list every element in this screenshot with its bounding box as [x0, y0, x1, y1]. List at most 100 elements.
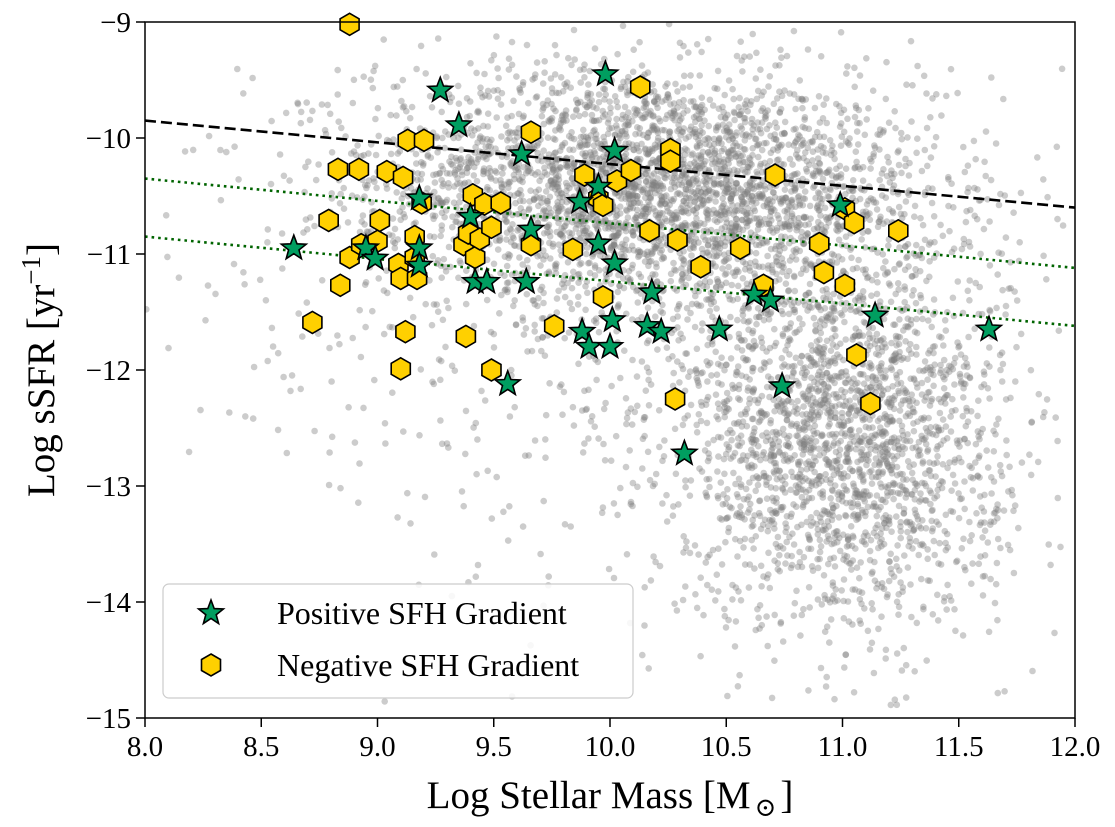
background-point [448, 94, 456, 101]
background-point [675, 112, 683, 119]
background-point [662, 115, 669, 123]
background-point [555, 176, 563, 183]
background-point [607, 104, 614, 112]
background-point [864, 273, 872, 281]
background-point [733, 180, 740, 187]
background-point [765, 220, 773, 227]
background-point [584, 91, 591, 99]
background-point [455, 134, 462, 142]
background-point [481, 70, 488, 78]
background-point [620, 190, 628, 197]
background-point [689, 176, 697, 183]
background-point [456, 156, 464, 163]
background-point [741, 266, 749, 273]
background-point [719, 121, 727, 128]
background-point [419, 162, 427, 169]
background-point [958, 245, 966, 253]
background-point [955, 514, 963, 522]
background-point [887, 364, 895, 372]
background-point [558, 198, 566, 206]
background-point [879, 373, 886, 381]
background-point [691, 159, 698, 166]
background-point [960, 240, 968, 248]
background-point [679, 84, 687, 91]
background-point [572, 225, 580, 232]
background-point [771, 131, 778, 138]
background-point [960, 394, 967, 401]
background-point [669, 512, 677, 519]
background-point [484, 170, 491, 177]
background-point [585, 136, 592, 144]
background-point [671, 215, 679, 222]
background-point [687, 237, 694, 245]
background-point [979, 534, 986, 541]
background-point [745, 342, 753, 350]
background-point [738, 108, 745, 115]
background-point [838, 255, 846, 263]
background-point [904, 458, 912, 465]
background-point [975, 397, 982, 405]
background-point [905, 263, 912, 270]
background-point [617, 243, 624, 251]
background-point [601, 138, 608, 145]
background-point [513, 73, 520, 80]
background-point [437, 417, 444, 424]
background-point [562, 222, 569, 230]
background-point [747, 229, 755, 236]
background-point [729, 135, 736, 142]
background-point [835, 514, 843, 521]
background-point [692, 161, 699, 168]
background-point [829, 142, 836, 150]
background-point [770, 229, 777, 236]
background-point [439, 199, 447, 207]
background-point [652, 470, 660, 478]
background-point [627, 203, 634, 211]
background-point [651, 158, 659, 166]
background-point [634, 299, 642, 306]
background-point [902, 242, 909, 250]
background-point [640, 98, 648, 106]
background-point [767, 450, 775, 458]
background-point [704, 241, 712, 249]
background-point [748, 115, 756, 123]
background-point [656, 117, 664, 125]
background-point [823, 446, 831, 453]
background-point [1051, 629, 1058, 637]
background-point [656, 180, 664, 187]
background-point [487, 328, 495, 336]
background-point [779, 196, 787, 204]
background-point [869, 87, 877, 94]
background-point [483, 256, 491, 264]
background-point [748, 196, 755, 203]
background-point [598, 163, 606, 170]
background-point [886, 558, 893, 565]
background-point [748, 199, 756, 206]
background-point [693, 164, 700, 172]
background-point [499, 170, 506, 177]
background-point [619, 240, 626, 248]
background-point [375, 275, 383, 282]
background-point [755, 153, 762, 161]
background-point [843, 70, 850, 77]
background-point [927, 114, 934, 121]
background-point [547, 209, 555, 217]
background-point [778, 354, 786, 362]
background-point [371, 62, 379, 70]
background-point [816, 119, 824, 126]
background-point [705, 454, 713, 462]
background-point [771, 245, 779, 253]
background-point [570, 135, 578, 143]
background-point [793, 328, 800, 336]
background-point [360, 73, 368, 80]
background-point [424, 153, 432, 160]
background-point [1001, 688, 1008, 695]
background-point [883, 172, 891, 180]
background-point [711, 159, 719, 166]
background-point [863, 116, 870, 123]
background-point [743, 200, 750, 207]
background-point [525, 99, 532, 107]
background-point [770, 135, 778, 143]
background-point [515, 169, 523, 176]
background-point [768, 694, 776, 702]
background-point [709, 313, 716, 321]
